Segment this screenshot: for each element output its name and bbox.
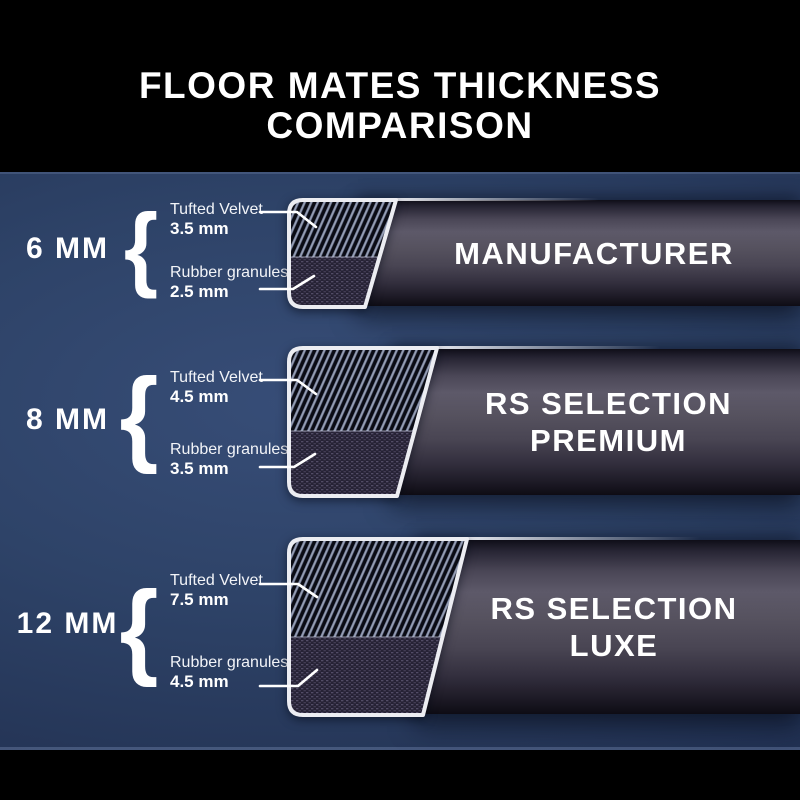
mat-surface-bar: MANUFACTURER (358, 200, 800, 306)
product-label: MANUFACTURER (454, 235, 734, 271)
brace: { (123, 194, 159, 299)
layer-value: 3.5 mm (170, 459, 229, 478)
layer-value: 4.5 mm (170, 672, 229, 691)
bar-top-highlight (465, 537, 700, 540)
size-label: 12 MM (16, 607, 119, 640)
rubber-layer (289, 431, 437, 496)
footer (0, 750, 800, 800)
mat-surface-bar: RS SELECTION PREMIUM (392, 349, 800, 495)
layer-label-rubber: Rubber granules 3.5 mm (170, 441, 300, 479)
size-label: 6 MM (26, 232, 109, 265)
rubber-layer (289, 257, 396, 307)
brace: { (119, 356, 159, 476)
velvet-layer (289, 348, 437, 431)
mat-cross-section (287, 537, 469, 717)
layer-name: Tufted Velvet (170, 369, 263, 386)
header: FLOOR MATES THICKNESS COMPARISON (0, 0, 800, 172)
product-label: RS SELECTION PREMIUM (484, 386, 733, 458)
bar-top-highlight (435, 346, 660, 349)
layer-name: Rubber granules (170, 441, 289, 458)
size-label: 8 MM (26, 403, 109, 436)
mat-cross-section (287, 346, 439, 498)
rubber-layer (289, 637, 467, 715)
bar-top-highlight (394, 198, 599, 201)
velvet-layer (289, 200, 396, 257)
layer-value: 2.5 mm (170, 282, 229, 301)
layer-name: Rubber granules (170, 654, 289, 671)
page-title-line-2: COMPARISON (266, 105, 534, 146)
layer-name: Tufted Velvet (170, 572, 263, 589)
layer-label-velvet: Tufted Velvet 3.5 mm (170, 201, 300, 239)
layer-name: Tufted Velvet (170, 201, 263, 218)
mat-cross-section (287, 198, 398, 309)
layer-value: 3.5 mm (170, 219, 229, 238)
layer-label-rubber: Rubber granules 4.5 mm (170, 654, 300, 692)
layer-label-velvet: Tufted Velvet 4.5 mm (170, 369, 300, 407)
layer-label-rubber: Rubber granules 2.5 mm (170, 264, 300, 302)
layer-label-velvet: Tufted Velvet 7.5 mm (170, 572, 300, 610)
mat-surface-bar: RS SELECTION LUXE (416, 540, 800, 714)
layer-value: 7.5 mm (170, 590, 229, 609)
product-label: RS SELECTION LUXE (490, 591, 738, 663)
brace: { (119, 569, 159, 689)
layer-name: Rubber granules (170, 264, 289, 281)
velvet-layer (289, 539, 467, 637)
layer-value: 4.5 mm (170, 387, 229, 406)
page-title-line-1: FLOOR MATES THICKNESS (138, 65, 662, 106)
